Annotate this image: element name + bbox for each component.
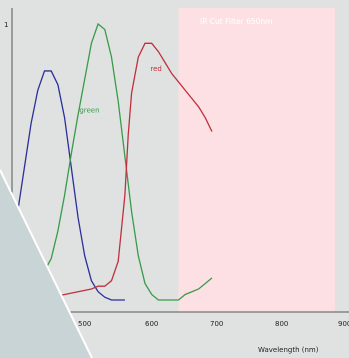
page-fold-overlay xyxy=(0,169,93,358)
series-lines xyxy=(10,22,213,301)
x-tick-label: 700 xyxy=(210,320,223,328)
x-tick-label: 800 xyxy=(275,320,288,328)
series-line-green xyxy=(10,22,213,301)
series-line-red xyxy=(11,42,213,301)
x-tick-label: 600 xyxy=(145,320,158,328)
filter-band-label: IR Cut Filter 650nm xyxy=(200,17,272,26)
series-line-blue xyxy=(10,70,125,301)
ir-cut-filter-band xyxy=(178,8,335,312)
x-axis-label: Wavelength (nm) xyxy=(258,346,319,354)
x-tick-label: 500 xyxy=(78,320,91,328)
series-label-red: red xyxy=(150,65,161,73)
series-label-green: green xyxy=(79,106,99,114)
y-tick-label: 1 xyxy=(4,21,8,29)
x-tick-label: 900 xyxy=(338,320,349,328)
